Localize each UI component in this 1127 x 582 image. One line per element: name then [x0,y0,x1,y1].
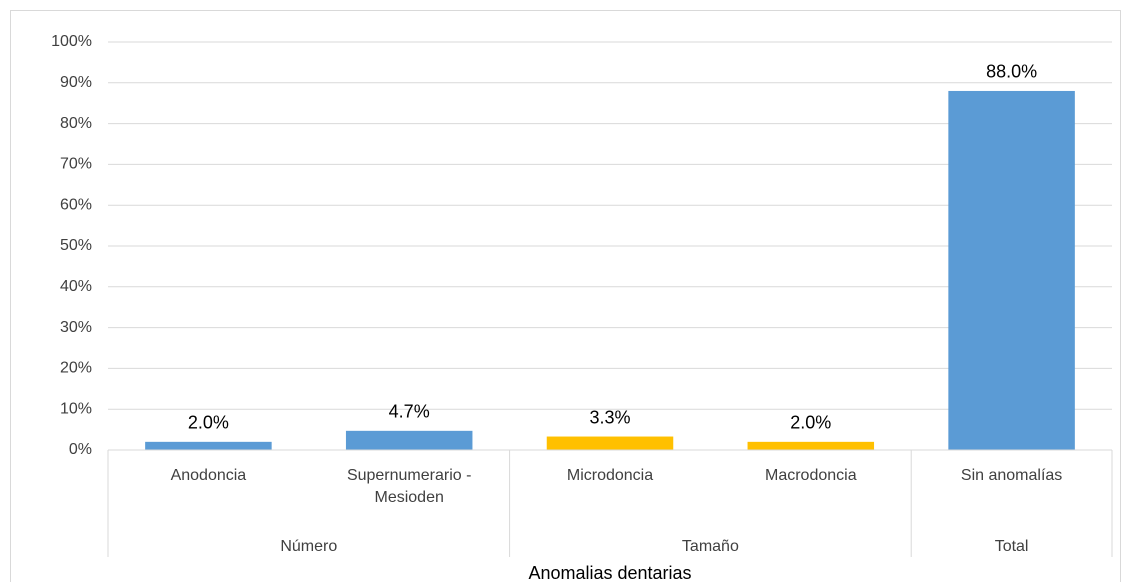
x-tick-label: Sin anomalías [960,467,1063,484]
y-tick-label: 50% [60,237,92,254]
x-tick-label: Supernumerario -Mesioden [346,467,472,506]
bar [747,441,875,450]
y-tick-label: 0% [69,441,92,458]
y-tick-label: 40% [60,278,92,295]
chart-border [10,10,1121,582]
y-tick-label: 60% [60,196,92,213]
x-tick-label: Anodoncia [170,467,247,484]
bar [948,90,1075,451]
y-tick-label: 80% [60,115,92,132]
value-label: 4.7% [389,402,430,422]
group-label: Tamaño [681,538,739,555]
value-label: 2.0% [188,413,229,433]
y-tick-label: 100% [51,33,92,50]
x-tick-label: Microdoncia [566,467,654,484]
y-tick-label: 70% [60,156,92,173]
x-axis-title: Anomalias dentarias [528,563,691,582]
bar [145,441,272,450]
value-label: 3.3% [589,407,630,427]
y-tick-label: 30% [60,319,92,336]
y-tick-label: 90% [60,74,92,91]
y-tick-label: 10% [60,400,92,417]
group-label: Número [280,538,338,555]
y-tick-label: 20% [60,360,92,377]
group-label: Total [994,538,1029,555]
bar [345,430,473,450]
value-label: 2.0% [790,413,831,433]
bar [546,436,674,450]
value-label: 88.0% [986,62,1037,82]
x-tick-label: Macrodoncia [764,467,857,484]
